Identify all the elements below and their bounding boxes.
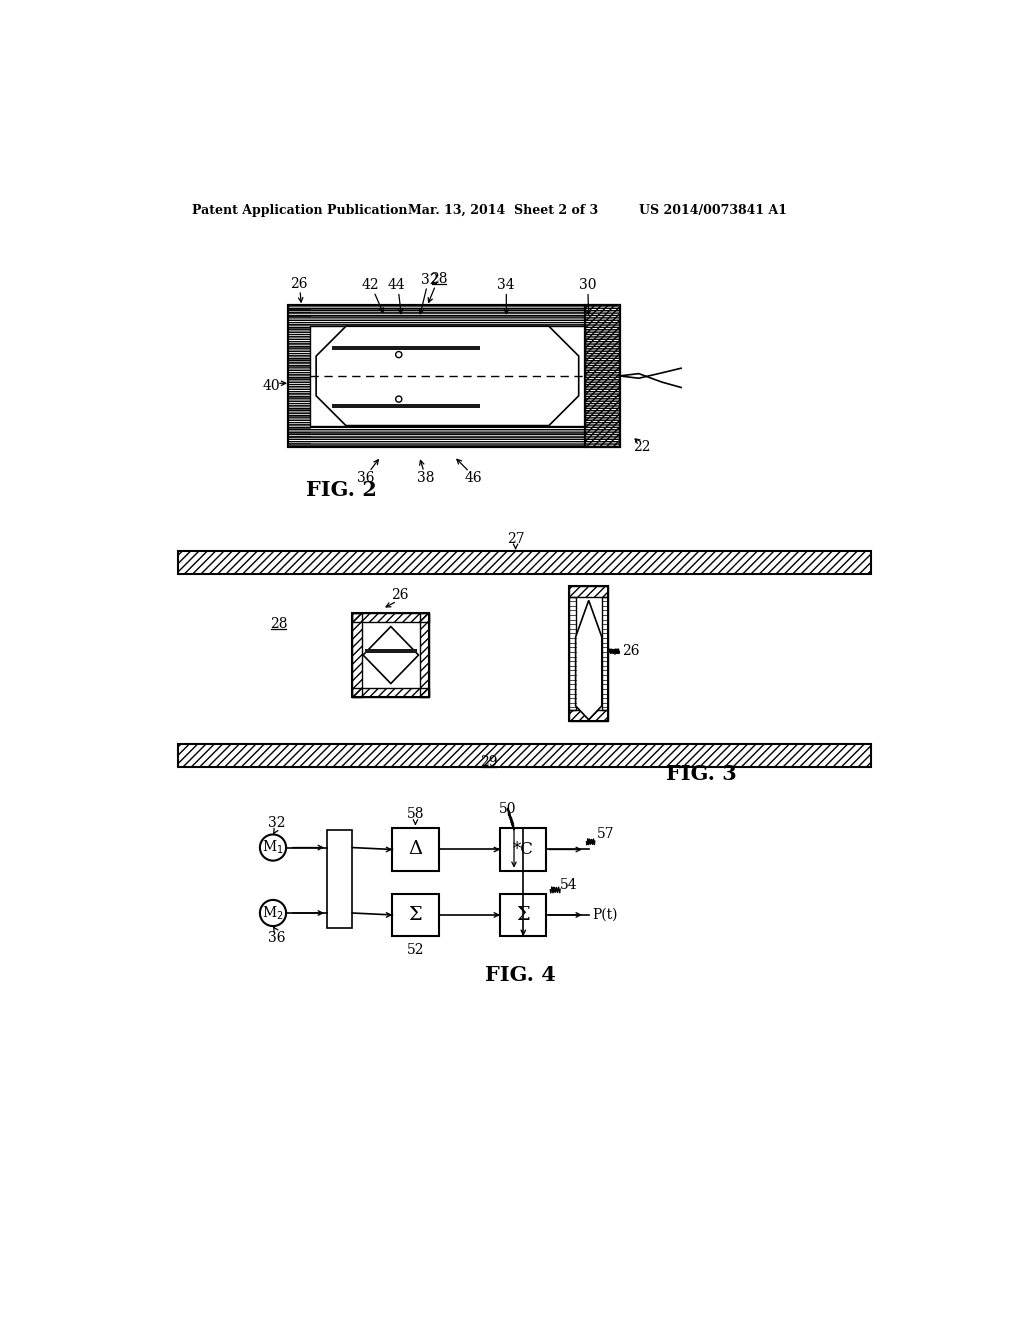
Bar xyxy=(420,612,429,697)
Polygon shape xyxy=(316,326,579,425)
Bar xyxy=(352,688,429,697)
Text: 32: 32 xyxy=(268,816,286,830)
Polygon shape xyxy=(364,627,419,684)
Bar xyxy=(500,829,547,871)
Text: FIG. 3: FIG. 3 xyxy=(666,764,736,784)
Text: Σ: Σ xyxy=(516,906,530,924)
Bar xyxy=(352,612,429,622)
Text: 22: 22 xyxy=(633,440,650,454)
Text: 26: 26 xyxy=(290,277,307,290)
Text: 28: 28 xyxy=(269,618,287,631)
Bar xyxy=(392,829,438,871)
Text: Patent Application Publication: Patent Application Publication xyxy=(193,205,408,218)
Text: Mar. 13, 2014  Sheet 2 of 3: Mar. 13, 2014 Sheet 2 of 3 xyxy=(408,205,598,218)
Bar xyxy=(178,743,871,767)
Text: US 2014/0073841 A1: US 2014/0073841 A1 xyxy=(639,205,786,218)
Bar xyxy=(178,552,871,574)
Bar xyxy=(500,894,547,936)
Text: 58: 58 xyxy=(407,808,424,821)
Text: 27: 27 xyxy=(507,532,524,545)
Text: 54: 54 xyxy=(560,878,578,891)
Text: 50: 50 xyxy=(499,803,517,816)
Bar xyxy=(289,305,585,447)
Bar xyxy=(289,305,620,447)
Bar xyxy=(569,586,608,597)
Circle shape xyxy=(395,396,401,403)
Bar xyxy=(602,597,608,710)
Bar xyxy=(420,612,429,697)
Text: 42: 42 xyxy=(362,279,380,293)
Text: 30: 30 xyxy=(580,279,597,293)
Text: M$_2$: M$_2$ xyxy=(262,904,284,921)
Bar xyxy=(352,612,429,697)
Bar xyxy=(178,743,871,767)
Circle shape xyxy=(260,900,286,927)
Bar xyxy=(178,552,871,574)
Bar xyxy=(569,586,608,721)
Text: FIG. 4: FIG. 4 xyxy=(484,965,556,985)
Text: 44: 44 xyxy=(387,279,406,293)
Text: 57: 57 xyxy=(596,828,614,841)
Text: 32: 32 xyxy=(421,273,438,286)
Text: *C: *C xyxy=(513,841,534,858)
Bar xyxy=(365,649,417,653)
Text: 38: 38 xyxy=(417,471,434,484)
Circle shape xyxy=(395,351,401,358)
Text: Σ: Σ xyxy=(409,906,422,924)
Text: 26: 26 xyxy=(391,587,409,602)
Bar xyxy=(332,404,480,408)
Bar xyxy=(310,326,585,425)
Bar xyxy=(569,710,608,721)
Bar xyxy=(327,830,352,928)
Polygon shape xyxy=(575,601,602,719)
Circle shape xyxy=(260,834,286,861)
Text: 28: 28 xyxy=(430,272,447,286)
Text: FIG. 2: FIG. 2 xyxy=(306,479,377,499)
Bar xyxy=(352,612,361,697)
Bar xyxy=(352,612,361,697)
Bar xyxy=(352,612,429,622)
Text: 36: 36 xyxy=(356,471,374,484)
Text: Δ: Δ xyxy=(409,841,423,858)
Text: 34: 34 xyxy=(497,279,514,293)
Text: 29: 29 xyxy=(480,755,498,770)
Text: 36: 36 xyxy=(268,931,286,945)
Text: 26: 26 xyxy=(623,644,640,659)
Text: 52: 52 xyxy=(407,942,424,957)
Bar xyxy=(569,710,608,721)
Text: 40: 40 xyxy=(263,379,281,392)
Bar xyxy=(332,346,480,350)
Bar xyxy=(585,305,620,447)
Text: 46: 46 xyxy=(465,471,482,484)
Bar xyxy=(392,894,438,936)
Bar xyxy=(569,597,575,710)
Text: P(t): P(t) xyxy=(593,908,618,921)
Bar xyxy=(585,305,620,447)
Bar xyxy=(569,586,608,597)
Bar xyxy=(352,688,429,697)
Text: M$_1$: M$_1$ xyxy=(262,838,284,857)
